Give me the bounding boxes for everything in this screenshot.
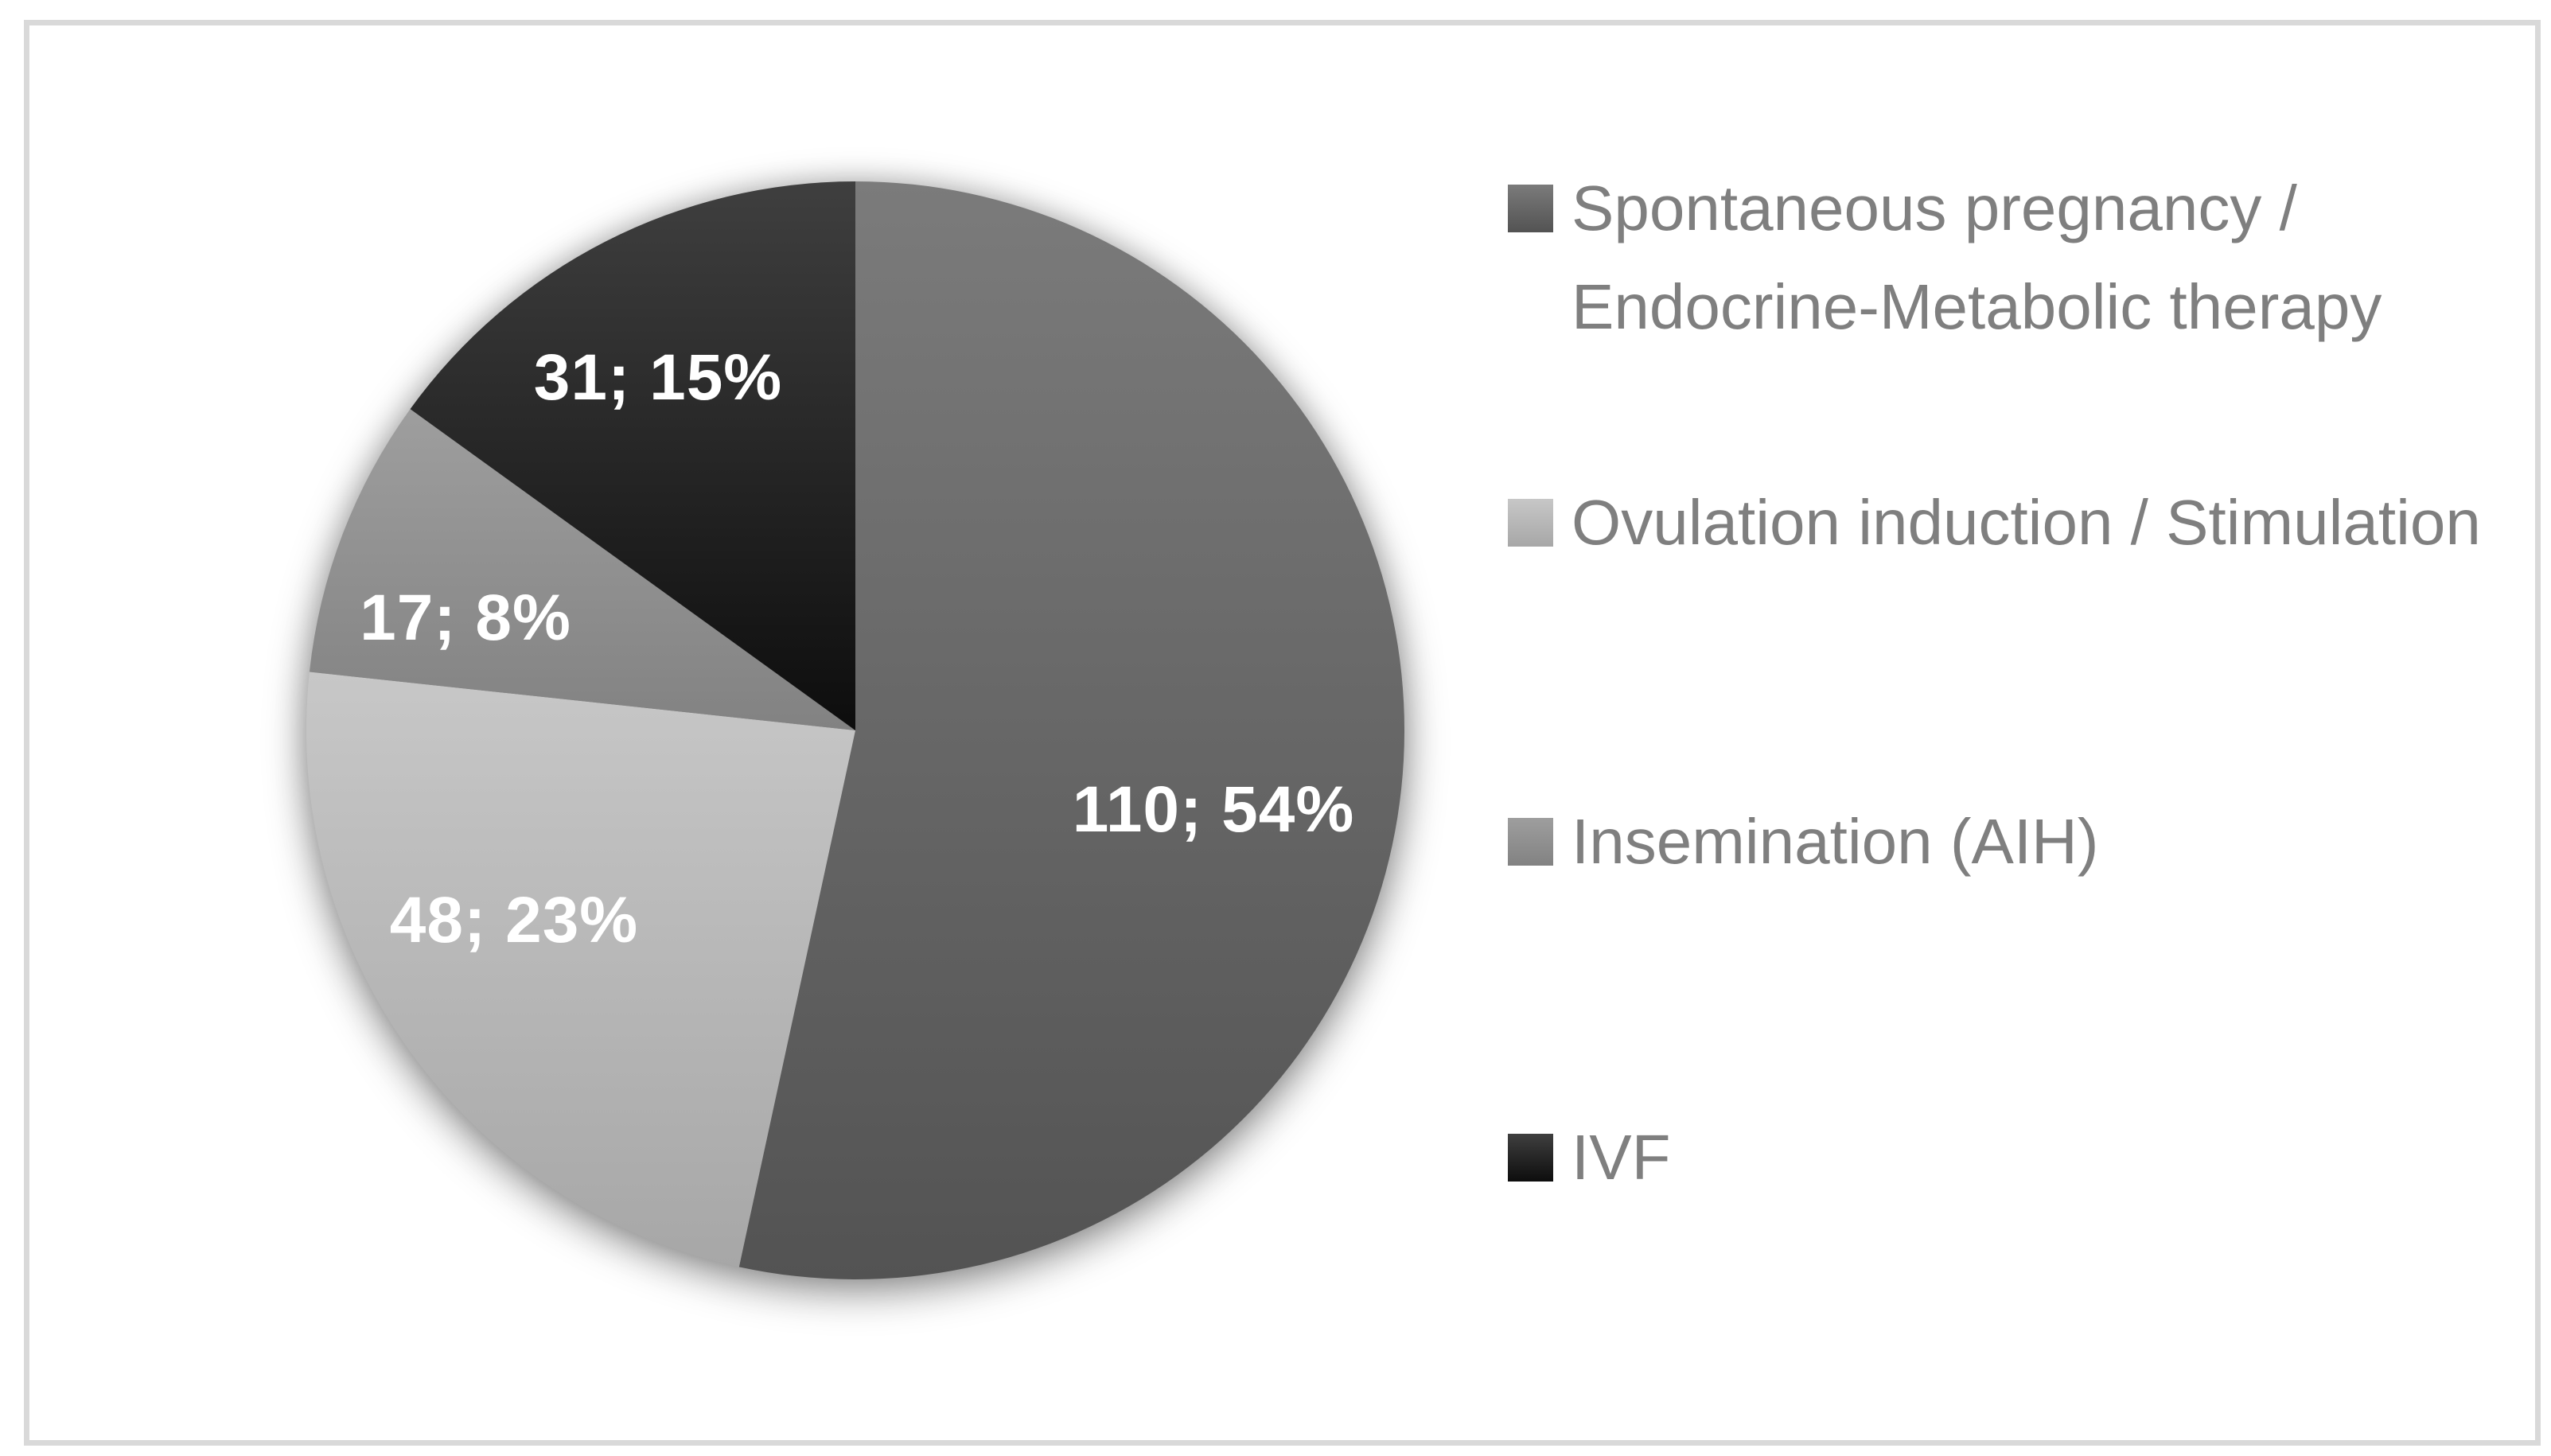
pie-data-label-ovulation: 48; 23% [389,884,639,956]
pie-slices [306,181,1405,1279]
legend-label-insemination: Insemination (AIH) [1571,806,2099,877]
legend-swatch-insemination [1508,818,1553,866]
legend-swatch-ivf [1508,1134,1553,1182]
legend-label-ivf: IVF [1571,1122,1671,1193]
pie-data-label-insemination: 17; 8% [360,582,571,654]
pie-slice [309,409,855,730]
pie-data-label-ivf: 31; 15% [533,341,783,414]
legend-item-ivf: IVF [1508,1108,1670,1207]
legend-item-spontaneous: Spontaneous pregnancy / Endocrine-Metabo… [1508,159,2510,356]
pie-slice [410,181,855,730]
pie-data-label-spontaneous: 110; 54% [1072,773,1355,846]
legend-swatch-ovulation [1508,499,1553,547]
legend-label-spontaneous: Spontaneous pregnancy / Endocrine-Metabo… [1571,173,2382,342]
legend-swatch-spontaneous [1508,185,1553,232]
legend-item-insemination: Insemination (AIH) [1508,792,2098,891]
legend-item-ovulation: Ovulation induction / Stimulation [1508,473,2481,572]
pie-slice [306,672,855,1267]
pie-slice [738,181,1405,1279]
legend-label-ovulation: Ovulation induction / Stimulation [1571,487,2481,558]
